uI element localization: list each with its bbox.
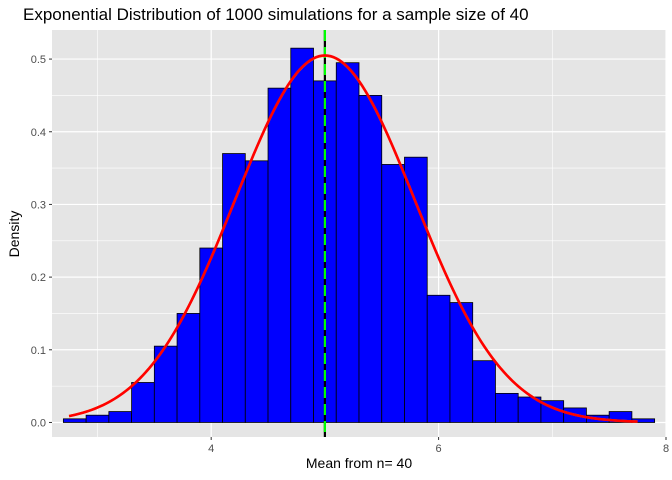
histogram-bar <box>131 382 155 423</box>
x-tick-label: 4 <box>208 443 214 455</box>
y-tick-label: 0.5 <box>31 54 46 66</box>
histogram-bar <box>426 294 451 423</box>
y-tick-label: 0.4 <box>31 127 46 139</box>
density-curves <box>68 54 638 423</box>
histogram-bar <box>495 392 519 423</box>
x-tick-label: 8 <box>663 443 669 455</box>
y-tick-label: 0.3 <box>31 199 46 211</box>
chart-title: Exponential Distribution of 1000 simulat… <box>23 5 529 24</box>
histogram-bar <box>62 418 87 423</box>
histogram-bar <box>108 411 132 423</box>
histogram-bar <box>472 360 496 423</box>
histogram-bar <box>335 62 360 423</box>
histogram-bar <box>381 164 405 423</box>
histogram-bars <box>62 47 656 423</box>
y-axis-title: Density <box>6 211 22 258</box>
x-axis: 4 6 8 <box>208 437 669 455</box>
histogram-bar <box>404 156 428 423</box>
y-tick-label: 0.0 <box>31 417 46 429</box>
x-axis-title: Mean from n= 40 <box>306 455 412 471</box>
histogram-bar <box>608 411 633 423</box>
histogram-bar <box>244 160 269 423</box>
y-tick-label: 0.1 <box>31 345 46 357</box>
histogram-bar <box>85 414 110 423</box>
histogram-bar <box>267 87 292 423</box>
histogram-bar <box>222 153 246 423</box>
y-tick-label: 0.2 <box>31 272 46 284</box>
histogram-bar <box>290 47 314 423</box>
y-axis: 0.0 0.1 0.2 0.3 0.4 0.5 <box>31 54 52 429</box>
histogram-bar <box>358 95 383 423</box>
x-tick-label: 6 <box>436 443 442 455</box>
sample-density-curve <box>68 54 638 423</box>
histogram-bar <box>176 313 201 423</box>
